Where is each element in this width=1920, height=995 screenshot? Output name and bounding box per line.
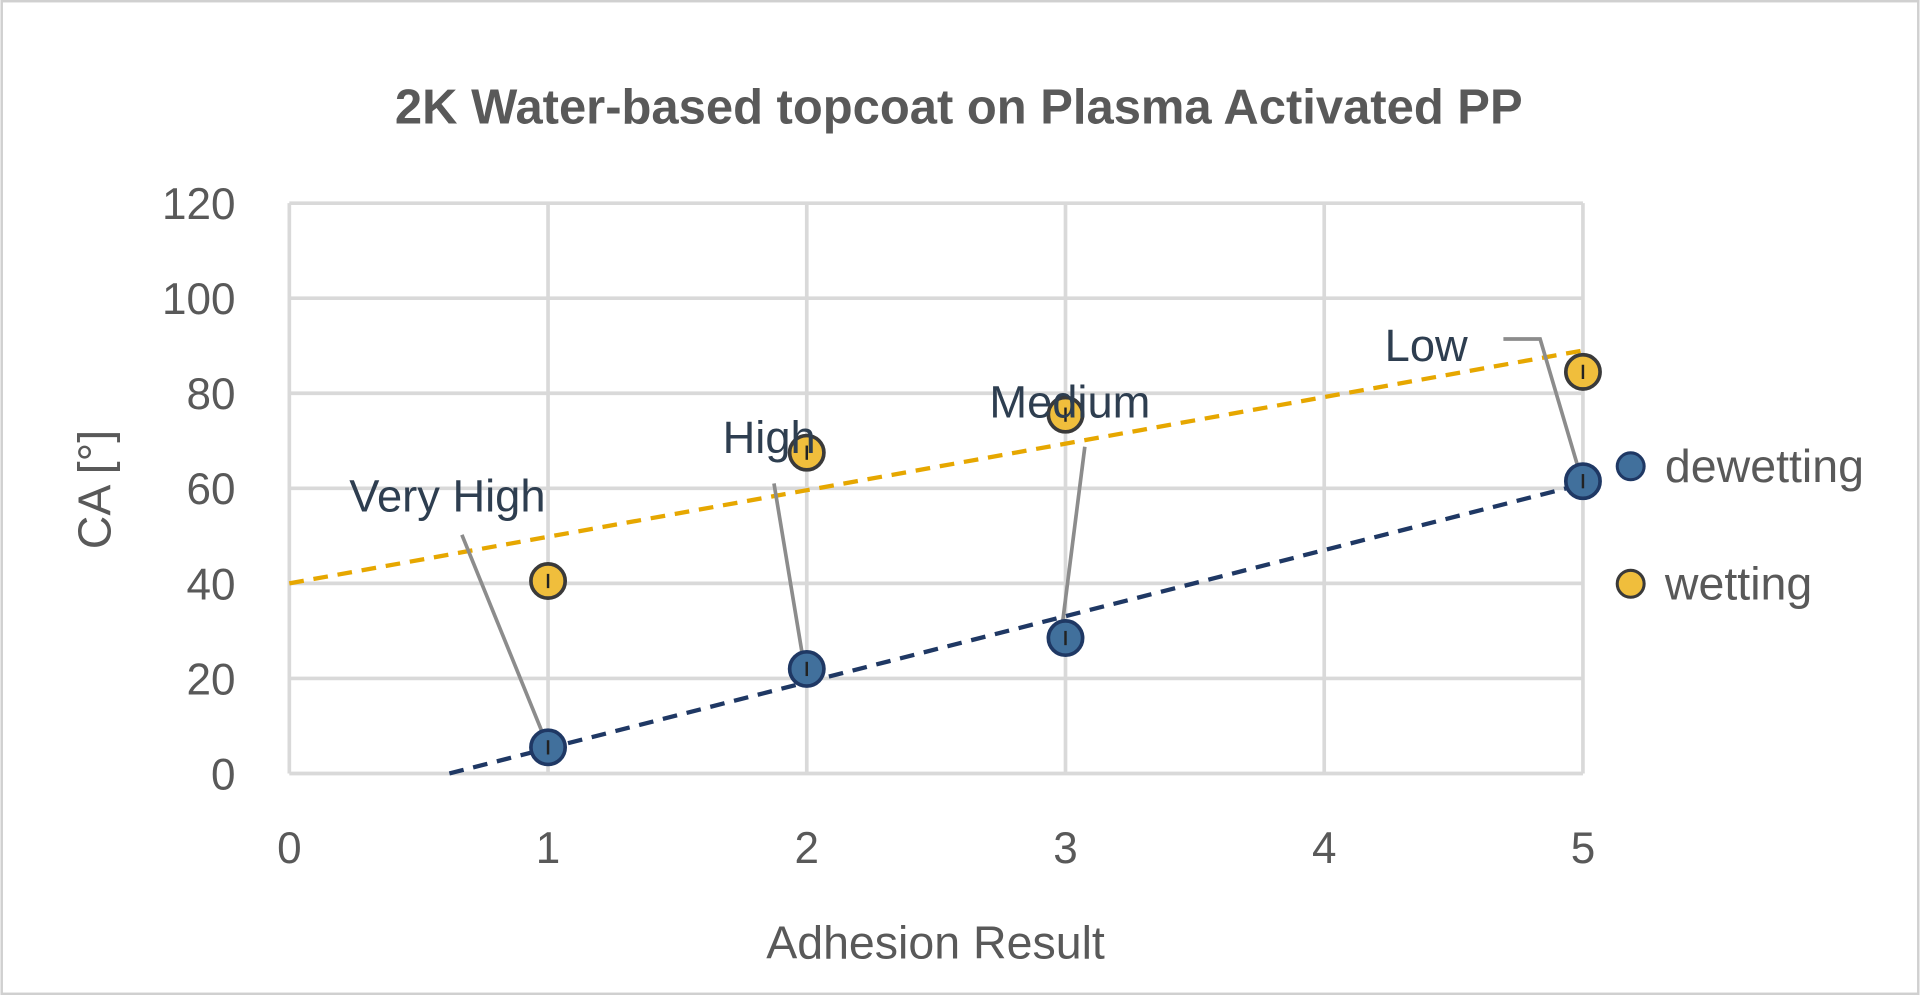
x-axis-label: Adhesion Result <box>766 916 1105 968</box>
leader-line <box>1060 446 1087 629</box>
leader-line <box>1503 337 1582 472</box>
data-label: Low <box>1385 320 1468 371</box>
x-tick-label: 4 <box>1312 824 1337 873</box>
data-points <box>529 352 1602 767</box>
data-labels: Very High High Medium Low <box>349 320 1468 522</box>
x-tick-label: 0 <box>277 824 302 873</box>
data-label: Very High <box>349 471 545 522</box>
legend-marker-dewetting <box>1615 451 1646 482</box>
legend: dewetting wetting <box>1615 440 1864 610</box>
y-tick-label: 60 <box>186 465 235 514</box>
x-tick-label: 1 <box>536 824 560 873</box>
legend-label-dewetting: dewetting <box>1665 440 1864 492</box>
y-axis-ticks: 0 20 40 60 80 100 120 <box>162 180 235 799</box>
chart-title: 2K Water-based topcoat on Plasma Activat… <box>395 81 1523 135</box>
x-tick-label: 5 <box>1571 824 1595 873</box>
y-tick-label: 80 <box>186 370 235 419</box>
leader-line <box>772 483 805 660</box>
y-tick-label: 0 <box>211 750 235 799</box>
legend-label-wetting: wetting <box>1664 558 1812 610</box>
y-tick-label: 120 <box>162 180 235 229</box>
data-label: Medium <box>989 376 1150 427</box>
legend-marker-wetting <box>1615 568 1646 599</box>
data-label: High <box>723 412 816 463</box>
label-leader-lines <box>460 337 1582 739</box>
x-tick-label: 2 <box>795 824 820 873</box>
y-tick-label: 100 <box>162 275 235 324</box>
leader-line <box>460 534 547 739</box>
y-axis-label: CA [°] <box>69 430 121 549</box>
y-tick-label: 20 <box>186 655 235 704</box>
x-axis-ticks: 0 1 2 3 4 5 <box>277 824 1595 873</box>
y-tick-label: 40 <box>186 560 235 609</box>
x-tick-label: 3 <box>1053 824 1078 873</box>
